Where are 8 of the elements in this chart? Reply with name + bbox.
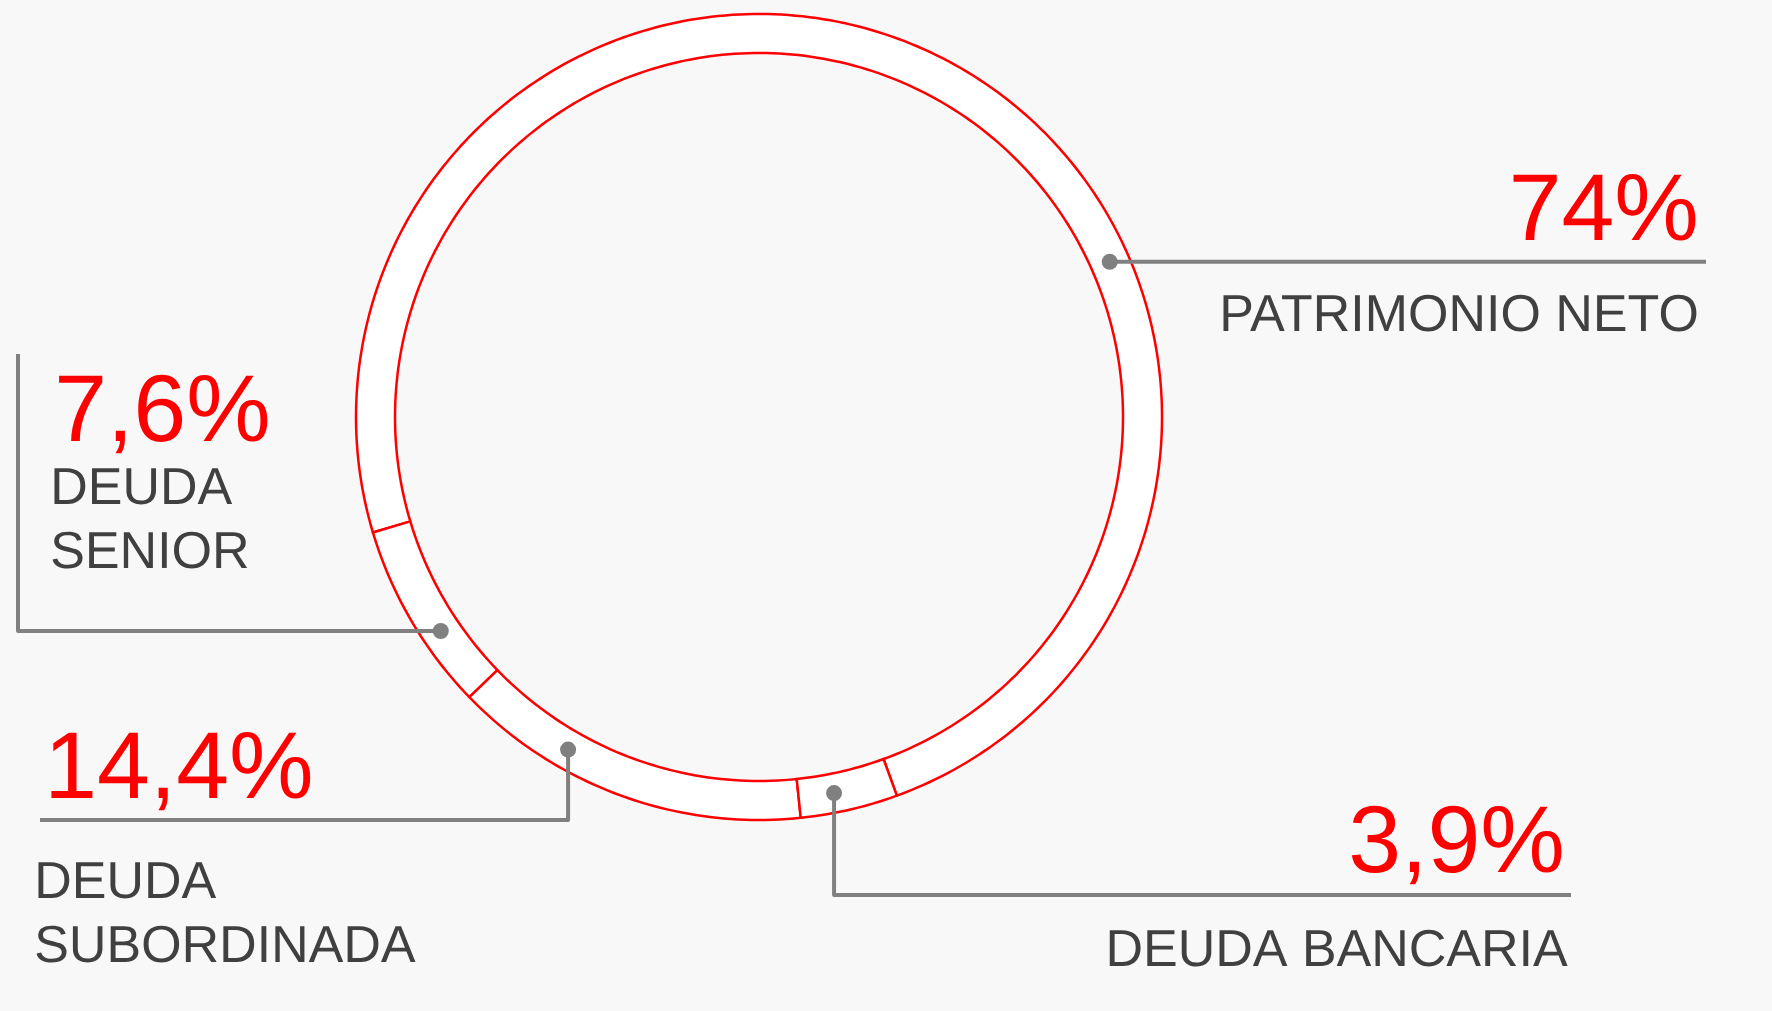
slice-label: PATRIMONIO NETO bbox=[1223, 294, 1697, 332]
slice-label: DEUDA SENIOR bbox=[52, 468, 248, 569]
slice-label: DEUDA BANCARIA bbox=[1109, 929, 1568, 967]
data-label: 74% bbox=[1513, 174, 1696, 241]
data-label: 3,9% bbox=[1351, 805, 1562, 885]
data-label: 14,4% bbox=[51, 732, 311, 811]
data-label: 7,6% bbox=[59, 374, 268, 454]
slice-label: DEUDA SUBORDINADA bbox=[36, 862, 416, 963]
